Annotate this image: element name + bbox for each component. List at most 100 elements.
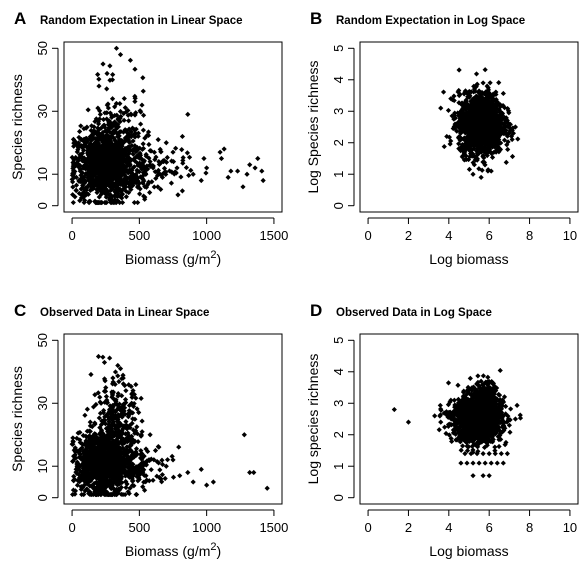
data-point — [204, 165, 209, 170]
data-point — [441, 89, 446, 94]
data-point — [77, 129, 82, 134]
y-axis-label: Species richness — [9, 366, 25, 472]
data-point — [128, 58, 133, 63]
data-point — [107, 63, 112, 68]
data-points — [438, 67, 520, 180]
data-point — [490, 155, 495, 160]
data-point — [141, 141, 146, 146]
x-tick-label: 500 — [129, 520, 151, 535]
data-point — [170, 150, 175, 155]
data-point — [163, 476, 168, 481]
data-point — [146, 142, 151, 147]
x-axis-label: Biomass (g/m2) — [125, 249, 221, 267]
data-point — [199, 467, 204, 472]
y-tick-label: 3 — [331, 108, 346, 115]
data-point — [177, 473, 182, 478]
data-point — [479, 175, 484, 180]
panel-letter: A — [14, 9, 26, 28]
y-axis-label: Log species richness — [305, 354, 321, 485]
data-point — [178, 174, 183, 179]
y-tick-label: 30 — [35, 396, 50, 410]
data-point — [219, 156, 224, 161]
data-point — [104, 86, 109, 91]
data-point — [235, 168, 240, 173]
data-point — [240, 184, 245, 189]
x-tick-label: 0 — [364, 520, 371, 535]
y-tick-label: 30 — [35, 104, 50, 118]
data-point — [157, 467, 162, 472]
x-tick-label: 10 — [563, 520, 577, 535]
y-tick-label: 0 — [331, 202, 346, 209]
y-tick-label: 0 — [35, 202, 50, 209]
x-axis-label-close: ) — [217, 543, 222, 559]
x-axis-label-text: Biomass (g/m — [125, 543, 211, 559]
data-point — [185, 150, 190, 155]
data-point — [467, 167, 472, 172]
data-point — [211, 479, 216, 484]
data-point — [265, 486, 270, 491]
data-point — [110, 96, 115, 101]
x-axis-label: Biomass (g/m2) — [125, 541, 221, 559]
x-axis-label: Log biomass — [429, 251, 508, 267]
data-point — [438, 106, 443, 111]
x-tick-label: 0 — [68, 520, 75, 535]
data-point — [180, 134, 185, 139]
data-point — [496, 80, 501, 85]
y-tick-label: 10 — [35, 459, 50, 473]
data-point — [156, 444, 161, 449]
data-point — [185, 470, 190, 475]
data-point — [510, 154, 515, 159]
data-point — [139, 102, 144, 107]
x-tick-label: 500 — [129, 228, 151, 243]
data-point — [134, 424, 139, 429]
data-point — [251, 470, 256, 475]
x-tick-label: 2 — [405, 520, 412, 535]
data-point — [191, 479, 196, 484]
y-tick-label: 2 — [331, 431, 346, 438]
data-point — [141, 89, 146, 94]
y-tick-label: 1 — [331, 463, 346, 470]
data-point — [136, 439, 141, 444]
data-point — [100, 355, 105, 360]
data-point — [141, 128, 146, 133]
data-point — [102, 360, 107, 365]
y-tick-label: 0 — [35, 494, 50, 501]
data-point — [123, 397, 128, 402]
data-point — [165, 457, 170, 462]
data-point — [171, 475, 176, 480]
x-tick-label: 8 — [526, 228, 533, 243]
x-tick-label: 2 — [405, 228, 412, 243]
chart-title: Observed Data in Log Space — [336, 307, 492, 319]
data-point — [132, 67, 137, 72]
data-point — [226, 175, 231, 180]
data-point — [74, 188, 79, 193]
x-axis-label-text: Log biomass — [429, 543, 508, 559]
data-point — [118, 52, 123, 57]
data-point — [261, 178, 266, 183]
data-point — [123, 388, 128, 393]
data-point — [138, 121, 143, 126]
y-tick-label: 4 — [331, 76, 346, 83]
data-point — [101, 117, 106, 122]
data-point — [124, 194, 129, 199]
data-point — [179, 147, 184, 152]
data-point — [255, 156, 260, 161]
data-point — [184, 165, 189, 170]
y-tick-label: 50 — [35, 41, 50, 55]
x-tick-label: 10 — [563, 228, 577, 243]
x-tick-label: 6 — [486, 228, 493, 243]
data-point — [96, 77, 101, 82]
data-point — [169, 181, 174, 186]
chart-title: Observed Data in Linear Space — [40, 307, 209, 319]
data-point — [180, 161, 185, 166]
